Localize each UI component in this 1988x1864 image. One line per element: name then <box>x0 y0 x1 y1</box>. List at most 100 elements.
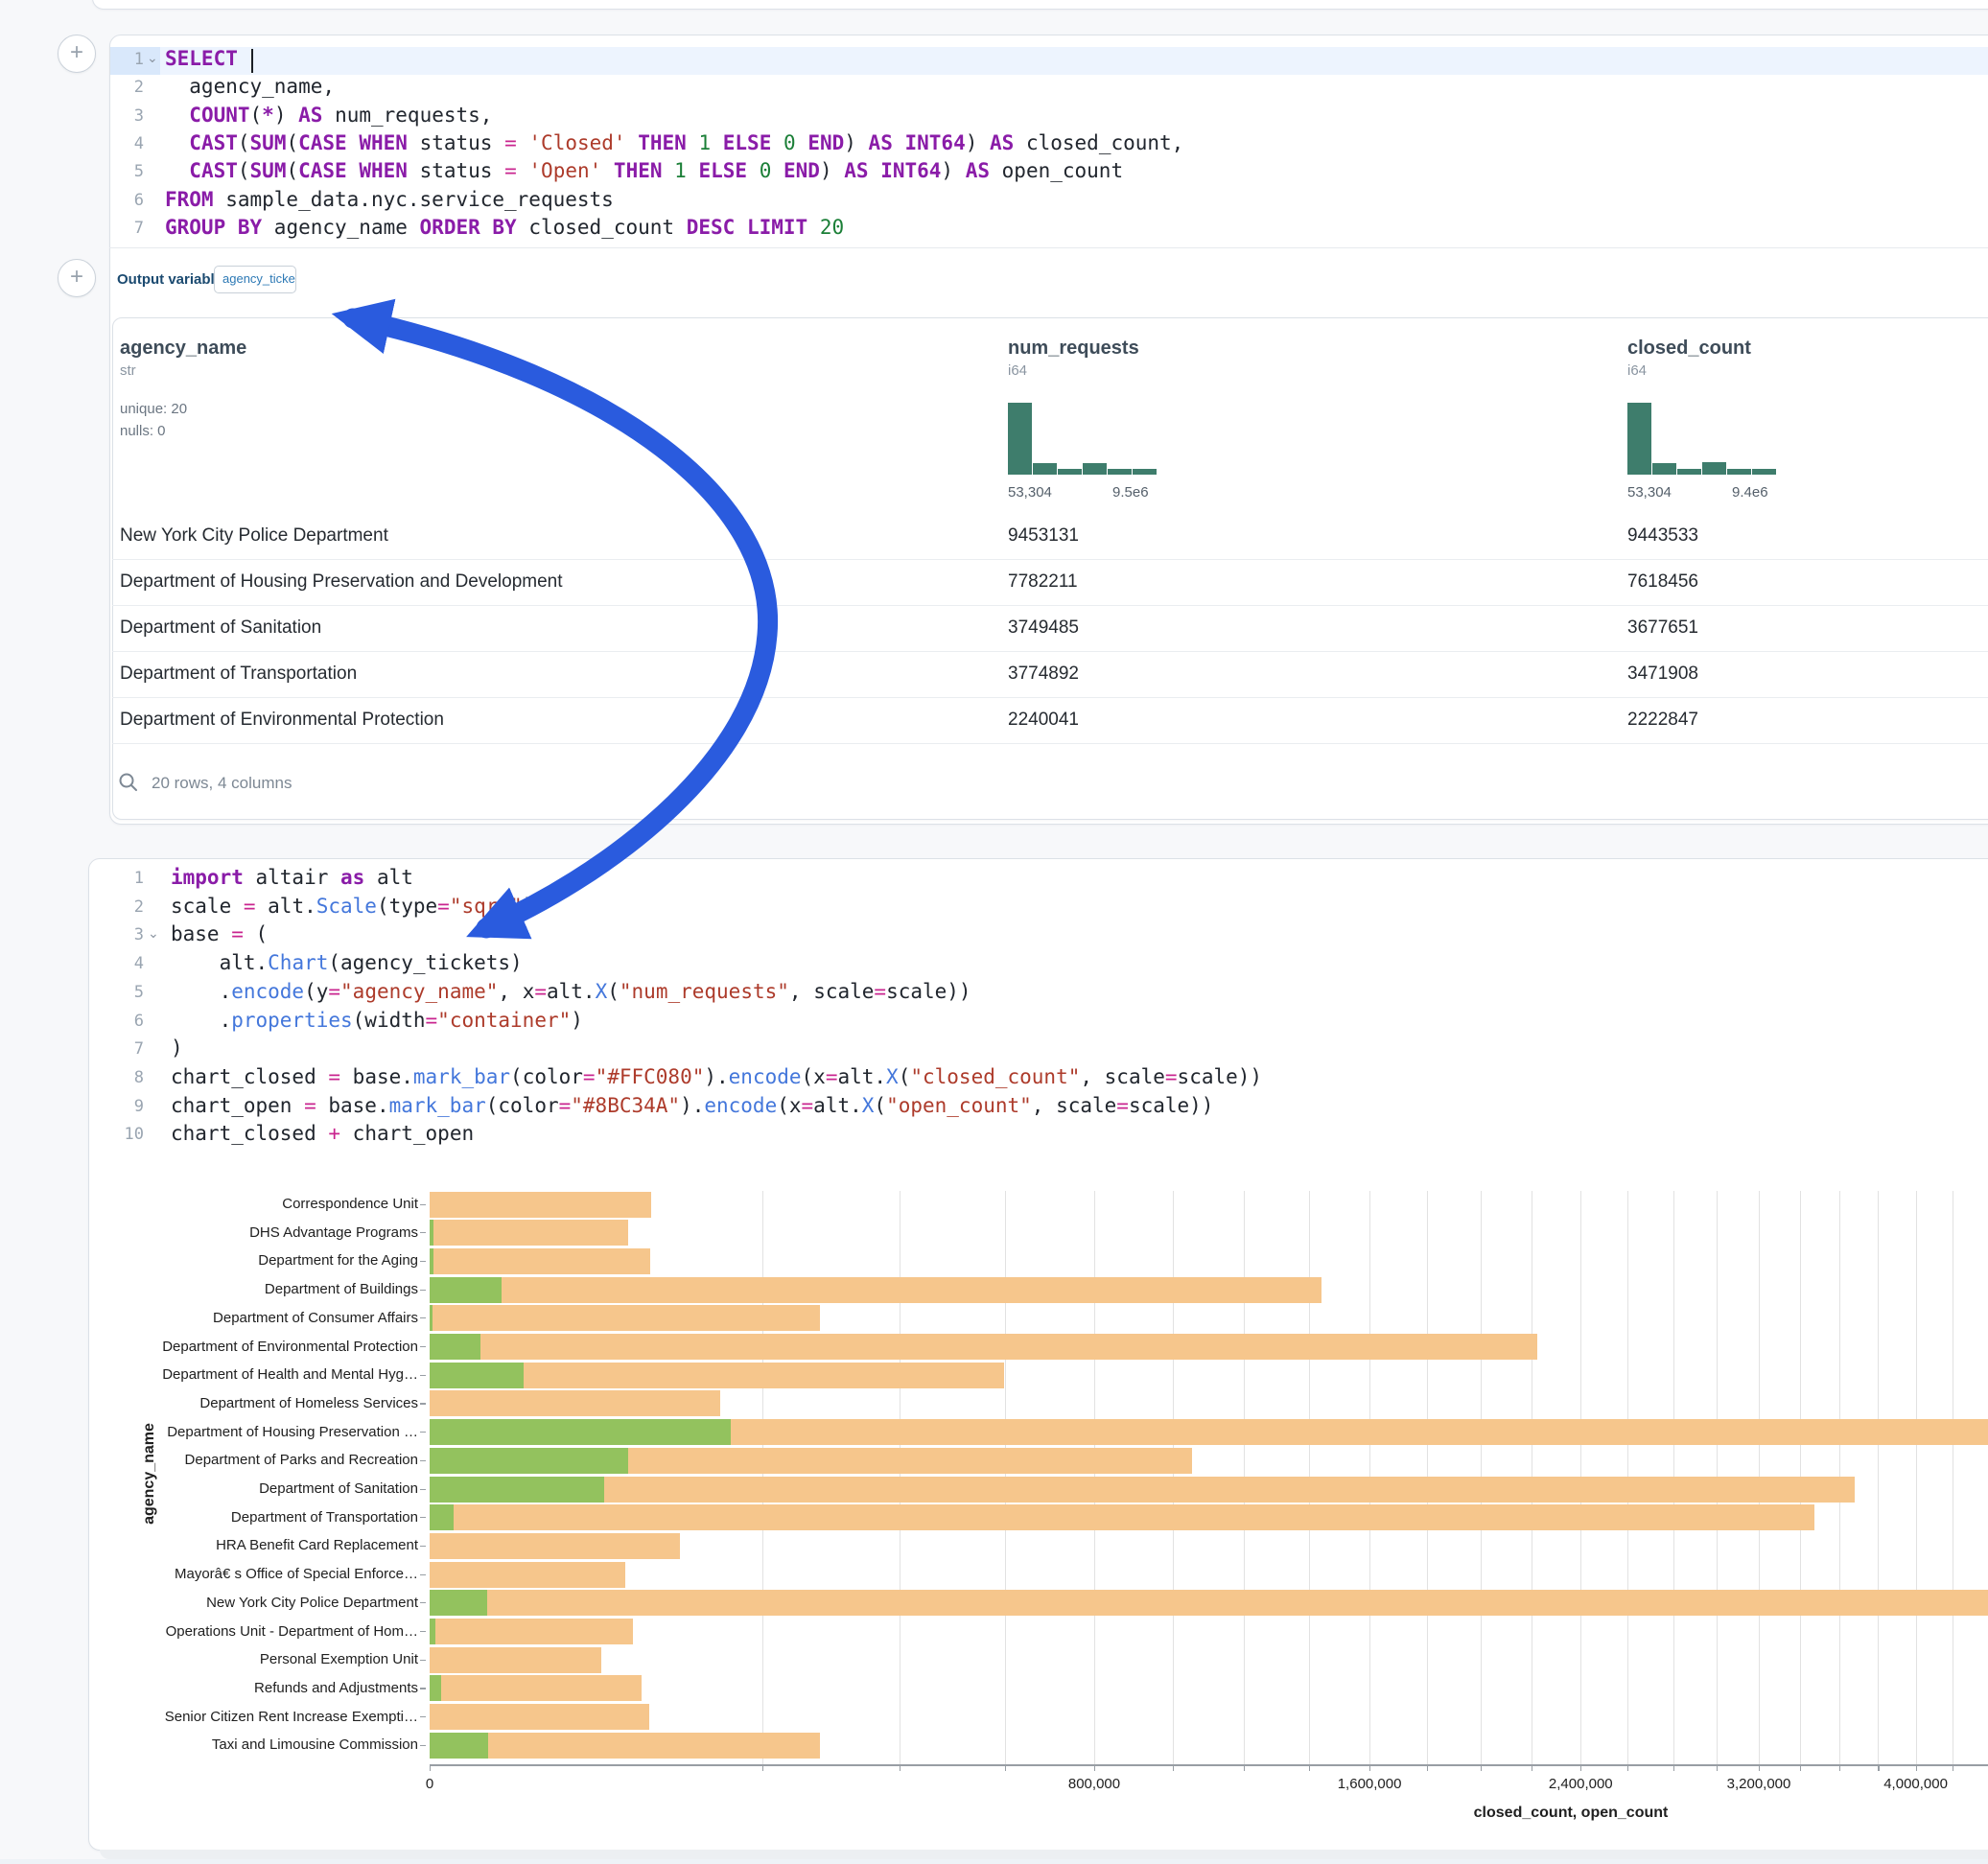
fold-chevron-icon[interactable]: ⌄ <box>147 50 158 65</box>
code-token: . <box>171 979 232 1003</box>
table-cell: 9443533 <box>1627 525 1698 546</box>
line-number: 5 <box>133 162 144 182</box>
bar-closed-count <box>430 1561 625 1588</box>
y-tick <box>420 1744 426 1746</box>
code-token: ELSE <box>722 130 772 154</box>
code-line: FROM sample_data.nyc.service_requests <box>165 188 614 211</box>
code-token: = <box>231 922 244 946</box>
code-token: ( <box>237 130 250 154</box>
code-token: = <box>304 1093 316 1117</box>
code-token: CAST <box>189 159 238 183</box>
x-tick <box>1094 1764 1096 1771</box>
code-token: scale <box>171 894 244 918</box>
code-token: WHEN <box>359 130 408 154</box>
code-token: END <box>807 130 845 154</box>
bar-open-count <box>430 1675 441 1702</box>
code-line: .properties(width="container") <box>171 1009 583 1032</box>
y-tick <box>420 1716 426 1718</box>
code-token: "container" <box>437 1008 572 1032</box>
code-token: ( <box>607 979 620 1003</box>
code-token: 'Open' <box>528 159 602 183</box>
code-line: CAST(SUM(CASE WHEN status = 'Open' THEN … <box>165 159 1123 182</box>
output-variable-pill[interactable]: agency_tickets <box>214 266 296 293</box>
code-line: alt.Chart(agency_tickets) <box>171 951 523 974</box>
code-token: , scale <box>1031 1093 1117 1117</box>
column-stat-nulls: nulls: 0 <box>120 423 166 439</box>
line-number: 9 <box>133 1096 144 1116</box>
row-separator <box>112 651 1988 652</box>
code-token: COUNT <box>189 103 250 127</box>
bar-closed-count <box>430 1247 650 1274</box>
code-token <box>893 131 905 154</box>
x-tick <box>1759 1764 1761 1771</box>
code-line: chart_closed + chart_open <box>171 1122 474 1145</box>
code-token: DESC <box>686 215 736 239</box>
code-token: ) <box>965 130 991 154</box>
column-type: i64 <box>1627 362 1648 379</box>
column-header-closed-count[interactable]: closed_count <box>1627 338 1751 359</box>
y-tick <box>420 1488 426 1490</box>
code-token: encode <box>231 979 305 1003</box>
x-tick-label: 800,000 <box>1067 1776 1121 1792</box>
code-token: properties <box>231 1008 353 1032</box>
y-axis-label: Department of Sanitation <box>259 1480 418 1497</box>
code-token: ) <box>522 894 535 918</box>
code-line: chart_open = base.mark_bar(color="#8BC34… <box>171 1094 1213 1117</box>
search-icon[interactable] <box>118 772 139 793</box>
bar-open-count <box>430 1590 487 1617</box>
code-token: SELECT <box>165 47 238 70</box>
y-axis-label: Department of Consumer Affairs <box>213 1309 418 1326</box>
code-token <box>735 216 747 239</box>
cell-bottom-shadow <box>100 1850 1988 1859</box>
column-histogram-bar <box>1652 463 1676 475</box>
column-histogram-bar <box>1033 463 1057 475</box>
output-variable-label: Output variable: <box>117 271 228 288</box>
code-token: alt. <box>837 1064 887 1088</box>
y-tick <box>420 1232 426 1234</box>
code-token <box>747 159 760 182</box>
add-cell-button[interactable]: + <box>58 259 96 297</box>
code-token: alt. <box>255 894 316 918</box>
table-cell: Department of Sanitation <box>120 617 322 638</box>
x-tick <box>1717 1764 1719 1771</box>
code-token <box>165 131 189 154</box>
code-token: Scale <box>316 894 377 918</box>
add-cell-button[interactable]: + <box>58 35 96 73</box>
histogram-max-label: 9.5e6 <box>1112 484 1149 501</box>
code-token: SUM <box>249 159 287 183</box>
column-header-agency-name[interactable]: agency_name <box>120 338 247 359</box>
bar-closed-count <box>430 1732 820 1759</box>
code-token: 1 <box>698 130 712 154</box>
column-histogram-bar <box>1677 469 1701 475</box>
y-tick <box>420 1659 426 1661</box>
bar-closed-count <box>430 1646 601 1673</box>
y-axis-label: Mayorâ€ s Office of Special Enforce… <box>174 1566 418 1583</box>
code-token: = <box>801 1093 814 1117</box>
code-token: 20 <box>819 215 845 239</box>
column-histogram-bar <box>1727 469 1751 475</box>
code-token: ) <box>819 159 845 183</box>
code-token: "agency_name" <box>340 979 499 1003</box>
code-token: 1 <box>674 159 687 183</box>
x-tick-label: 0 <box>425 1776 434 1792</box>
editor-divider <box>109 247 1988 248</box>
code-token: chart_closed <box>171 1064 329 1088</box>
code-token <box>771 131 784 154</box>
histogram-min-label: 53,304 <box>1008 484 1052 501</box>
fold-chevron-icon[interactable]: ⌄ <box>148 925 159 941</box>
x-tick-label: 1,600,000 <box>1337 1776 1402 1792</box>
row-separator <box>112 743 1988 744</box>
bar-closed-count <box>430 1504 1814 1531</box>
code-token: mark_bar <box>412 1064 511 1088</box>
y-tick <box>420 1459 426 1461</box>
x-tick-label: 4,000,000 <box>1883 1776 1948 1792</box>
code-token: closed_count <box>516 215 687 239</box>
code-token <box>347 159 360 182</box>
code-token: INT64 <box>880 159 942 183</box>
code-token: altair <box>243 866 341 889</box>
code-token: "closed_count" <box>910 1064 1081 1088</box>
code-token: ( <box>898 1064 911 1088</box>
column-header-num-requests[interactable]: num_requests <box>1008 338 1139 359</box>
x-tick <box>1426 1764 1428 1771</box>
